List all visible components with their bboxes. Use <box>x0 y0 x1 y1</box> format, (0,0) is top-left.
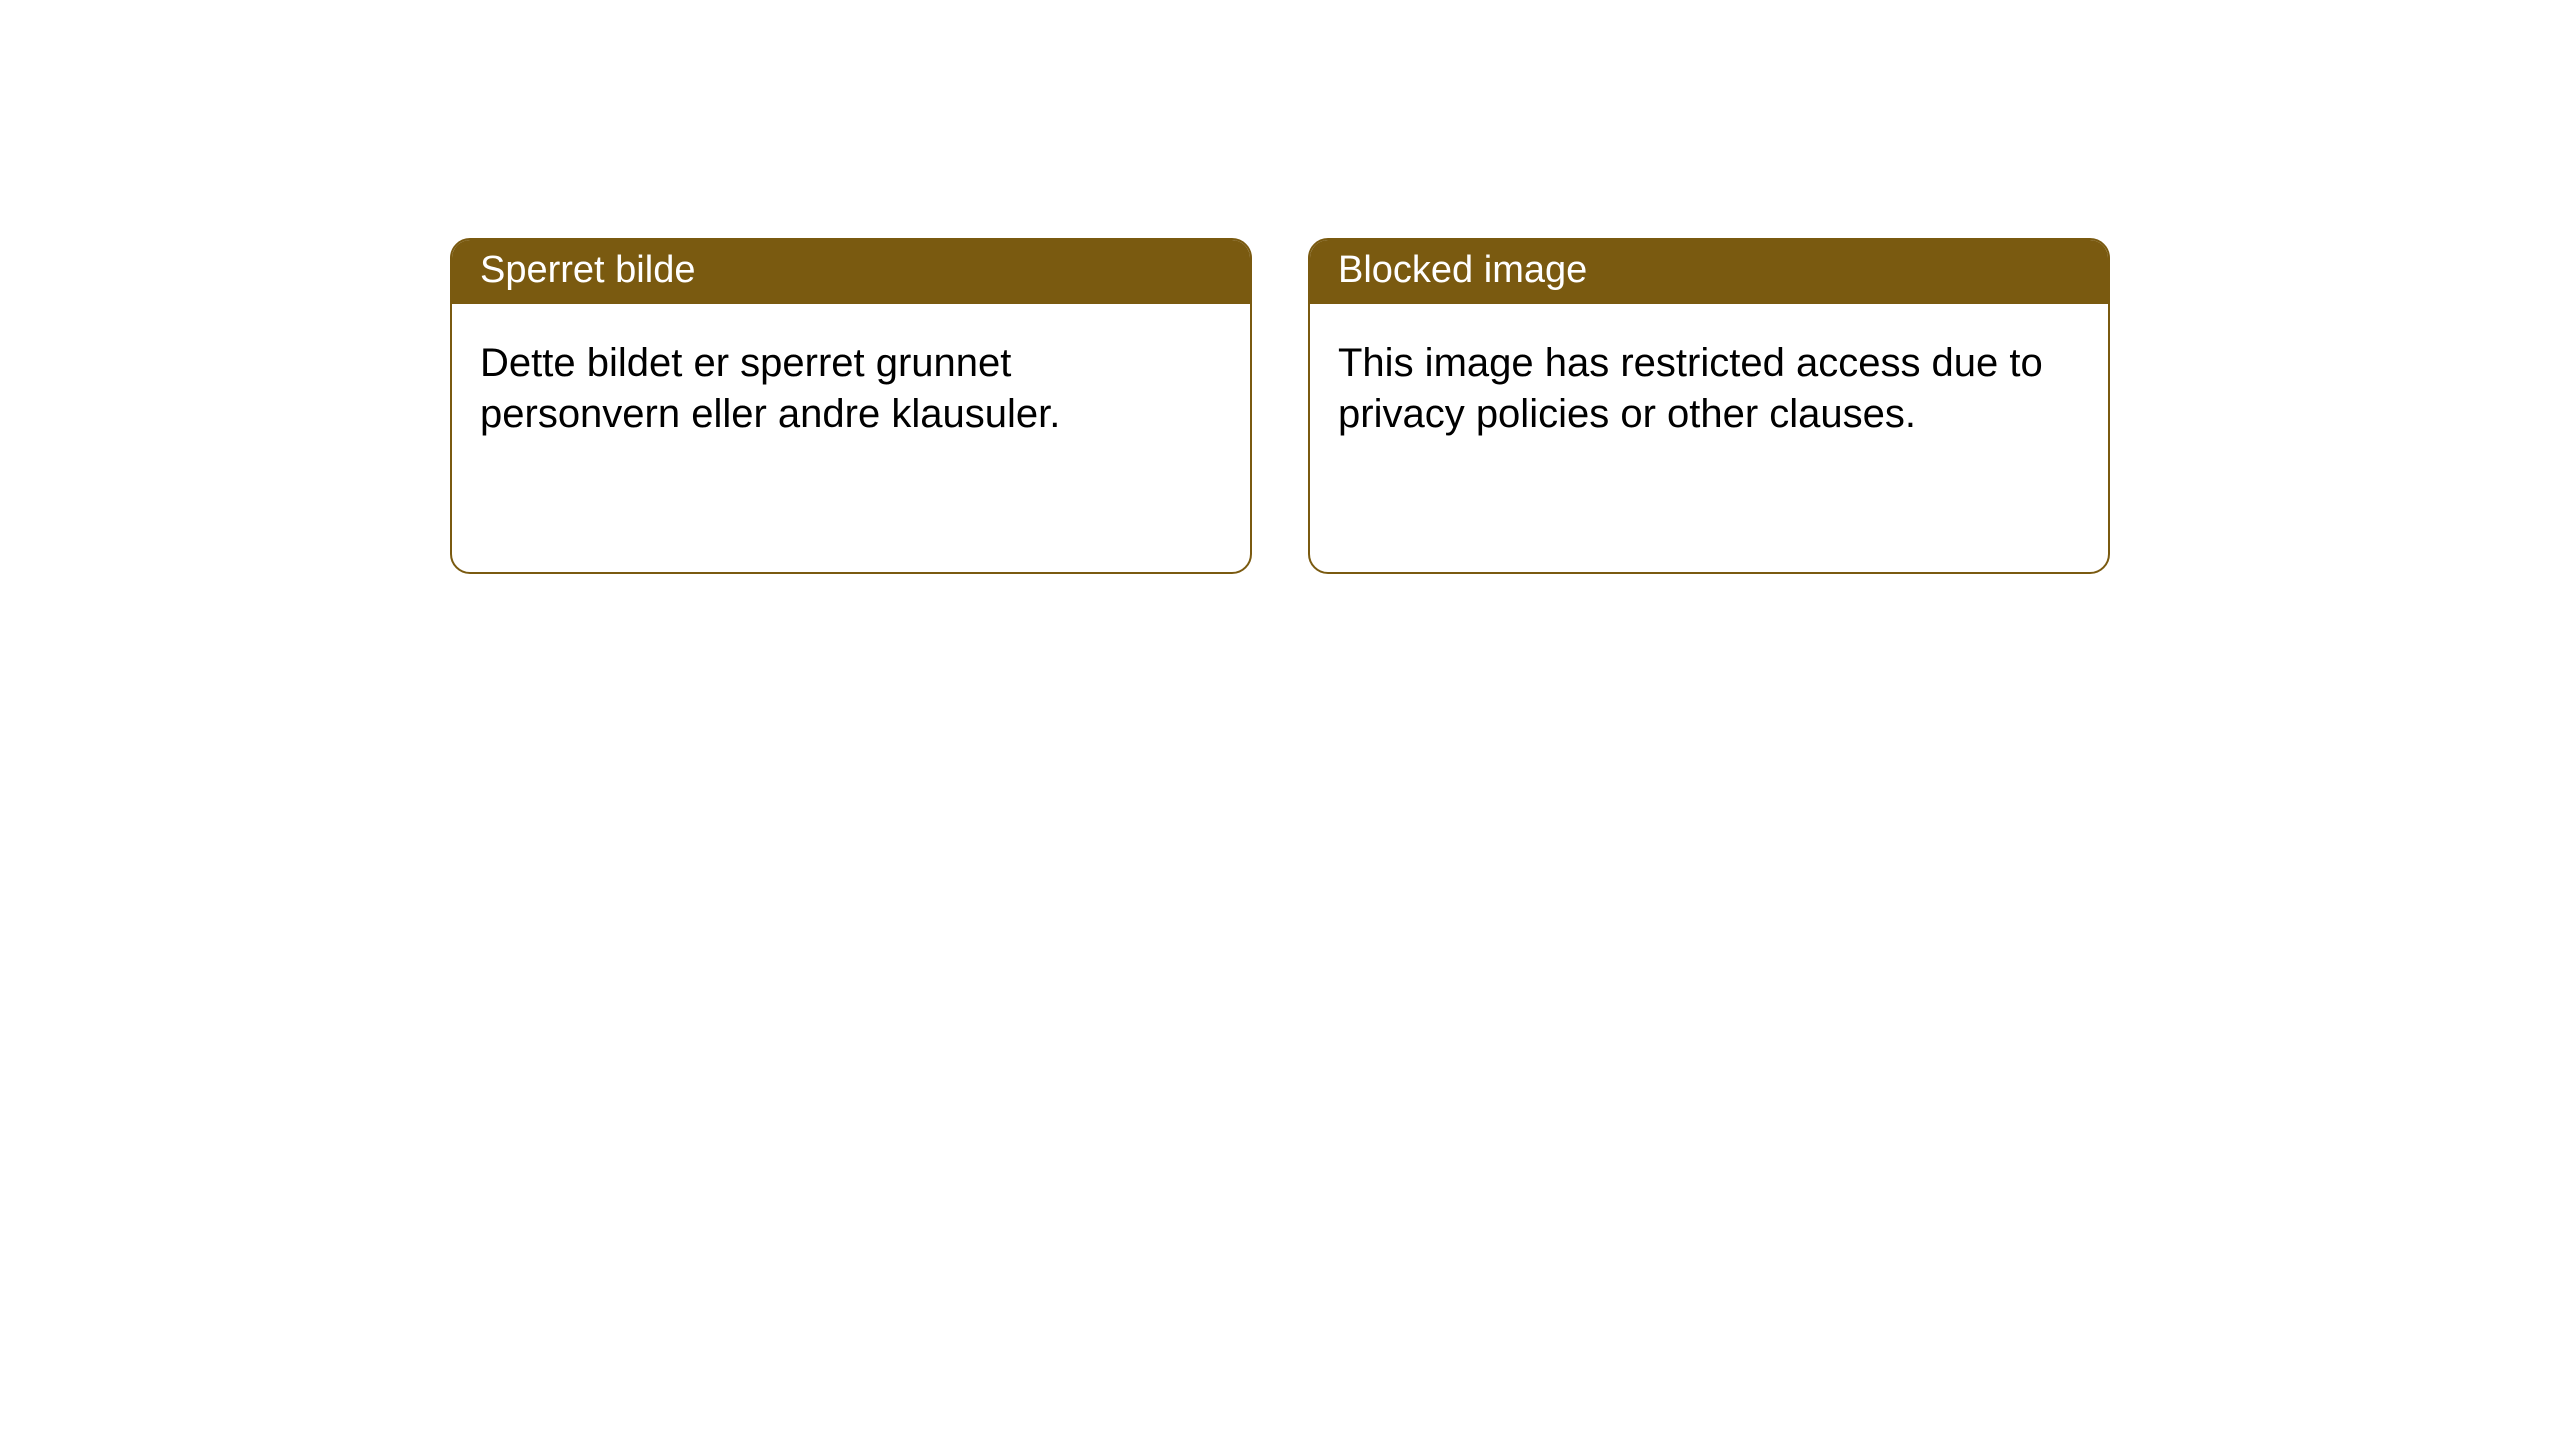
notices-container: Sperret bilde Dette bildet er sperret gr… <box>0 0 2560 574</box>
notice-body-en: This image has restricted access due to … <box>1310 304 2108 474</box>
notice-card-en: Blocked image This image has restricted … <box>1308 238 2110 574</box>
notice-card-no: Sperret bilde Dette bildet er sperret gr… <box>450 238 1252 574</box>
notice-header-en: Blocked image <box>1310 240 2108 304</box>
notice-header-no: Sperret bilde <box>452 240 1250 304</box>
notice-body-no: Dette bildet er sperret grunnet personve… <box>452 304 1250 474</box>
